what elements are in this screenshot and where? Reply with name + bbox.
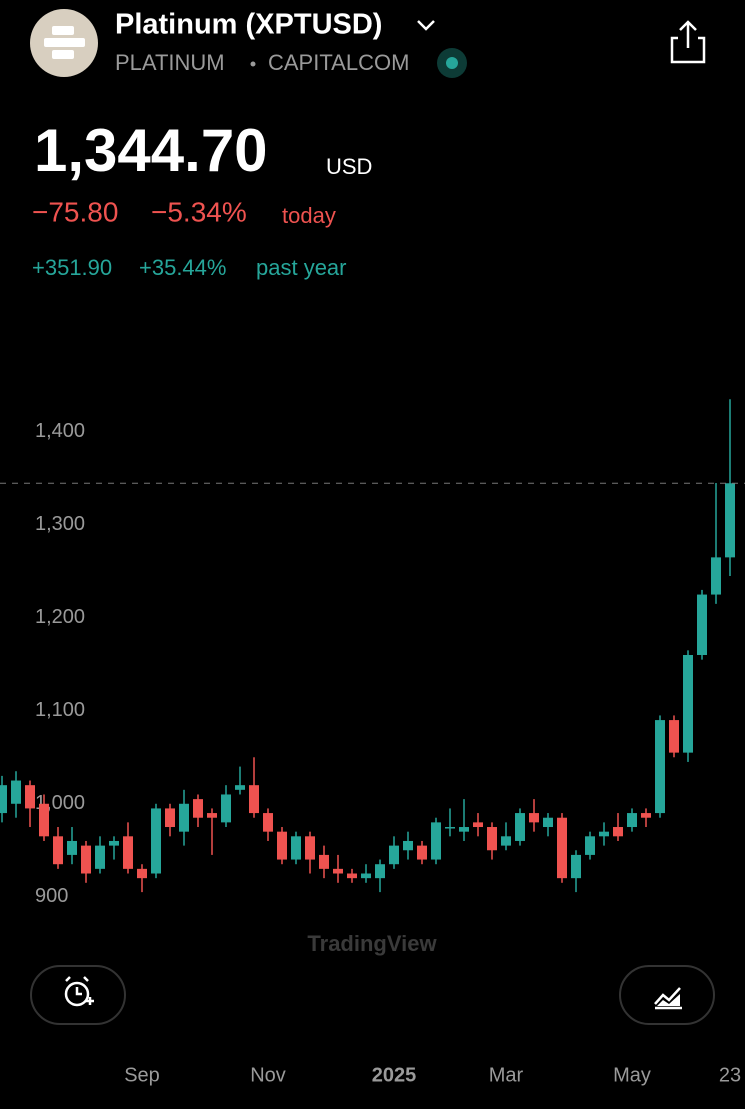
candle-body (501, 836, 511, 846)
change-year-pct: +35.44% (139, 255, 226, 280)
candle-body (543, 817, 553, 828)
candle-body (165, 808, 175, 828)
candle-body (291, 836, 301, 860)
x-tick-label: 2025 (372, 1064, 417, 1086)
candle-body (179, 803, 189, 832)
candle-body (109, 840, 119, 846)
year-label: past year (256, 255, 347, 280)
change-today-pct: −5.34% (151, 196, 247, 227)
chart-style-button[interactable] (619, 965, 715, 1025)
x-tick-label: May (613, 1064, 651, 1086)
candle-body (95, 845, 105, 869)
candle-body (669, 720, 679, 753)
candle-body (697, 594, 707, 655)
x-tick-label: 23 (719, 1064, 741, 1086)
candle-body (151, 808, 161, 874)
candle-body (305, 836, 315, 860)
y-tick-label: 1,200 (35, 606, 85, 628)
change-today: −75.80 (32, 196, 118, 227)
candle-body (25, 785, 35, 809)
candle-body (403, 840, 413, 851)
alert-button[interactable] (30, 965, 126, 1025)
candle-body (725, 483, 735, 558)
y-tick-label: 1,300 (35, 513, 85, 535)
y-tick-label: 1,100 (35, 699, 85, 721)
candle-body (515, 813, 525, 841)
candle-body (445, 827, 455, 829)
status-dot (446, 57, 458, 69)
candle-body (81, 845, 91, 874)
title-dropdown[interactable] (417, 20, 435, 31)
candle-body (431, 822, 441, 860)
candle-body (277, 831, 287, 860)
candle-body (319, 854, 329, 869)
symbol-logo (30, 9, 98, 77)
change-year: +351.90 (32, 255, 112, 280)
candle-body (487, 827, 497, 851)
watermark: TradingView (307, 931, 437, 956)
candle-body (473, 822, 483, 828)
candle-body (137, 868, 147, 879)
x-tick-label: Mar (489, 1064, 524, 1086)
candle-body (193, 799, 203, 818)
candle-body (459, 827, 469, 832)
candle-body (263, 813, 273, 832)
candle-body (53, 836, 63, 865)
symbol-title[interactable]: Platinum (XPTUSD) (115, 9, 382, 41)
candle-body (221, 794, 231, 823)
candle-body (67, 840, 77, 855)
candle-body (11, 780, 21, 804)
candle-body (375, 864, 385, 879)
candle-body (529, 813, 539, 823)
y-tick-label: 1,400 (35, 420, 85, 442)
today-label: today (282, 203, 336, 228)
candle-body (557, 817, 567, 879)
candle-body (571, 854, 581, 879)
candle-body (39, 803, 49, 837)
y-tick-label: 900 (35, 885, 68, 907)
candle-body (655, 720, 665, 814)
candle-body (627, 813, 637, 828)
candle-body (361, 873, 371, 879)
currency: USD (326, 154, 372, 179)
candle-body (389, 845, 399, 865)
symbol-name: PLATINUM (115, 50, 225, 75)
candle-body (613, 827, 623, 837)
candle-body (123, 836, 133, 869)
candle-body (417, 845, 427, 860)
price: 1,344.70 (34, 117, 268, 184)
candle-body (599, 831, 609, 837)
x-tick-label: Nov (250, 1064, 286, 1086)
candle-body (585, 836, 595, 855)
candle-body (235, 785, 245, 790)
share-button[interactable] (670, 20, 706, 64)
candle-body (249, 785, 259, 814)
separator-dot (250, 61, 256, 67)
exchange-name: CAPITALCOM (268, 50, 409, 75)
candle-body (683, 655, 693, 753)
candle-body (207, 813, 217, 818)
x-tick-label: Sep (124, 1064, 160, 1086)
candle-body (711, 557, 721, 595)
candle-body (0, 785, 7, 814)
candle-body (347, 873, 357, 879)
candle-body (333, 868, 343, 874)
candle-body (641, 813, 651, 818)
